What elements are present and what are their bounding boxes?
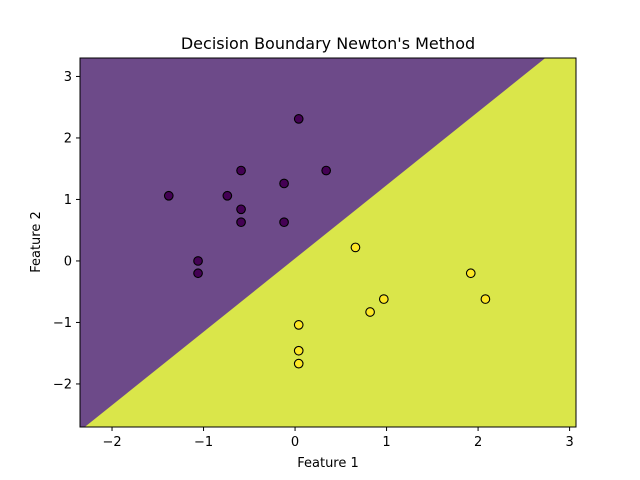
data-point-class-1: [293, 358, 304, 369]
data-point-class-1: [293, 345, 304, 356]
plot-area: [80, 58, 576, 427]
class-1-region: [84, 58, 576, 427]
data-point-class-1: [480, 294, 491, 304]
x-axis: −2 −1 0 1 2 3: [102, 427, 574, 450]
y-tick-label: 1: [64, 193, 72, 208]
y-tick-label: 2: [64, 131, 72, 146]
data-point-class-0: [163, 190, 174, 201]
data-point-class-0: [321, 165, 332, 176]
x-tick-label: −2: [102, 435, 121, 450]
data-point-class-0: [279, 178, 289, 189]
data-point-class-0: [293, 114, 304, 124]
y-tick-label: 3: [64, 70, 72, 85]
x-tick-label: 3: [565, 435, 573, 450]
y-tick-label: −2: [53, 377, 72, 392]
data-point-class-1: [365, 307, 375, 317]
data-point-class-0: [236, 217, 246, 228]
plot-frame: [79, 57, 577, 428]
y-axis: −2 −1 0 1 2 3: [53, 70, 80, 392]
data-point-class-0: [222, 190, 233, 201]
data-points: [163, 114, 491, 369]
x-tick-label: 2: [474, 435, 482, 450]
data-point-class-1: [465, 268, 476, 279]
data-point-class-1: [350, 242, 361, 253]
x-tick-label: 1: [382, 435, 390, 450]
x-tick-label: −1: [194, 435, 213, 450]
x-axis-label: Feature 1: [297, 456, 359, 471]
data-point-class-1: [293, 320, 304, 330]
x-tick-label: 0: [291, 435, 299, 450]
data-point-class-0: [236, 165, 246, 176]
y-tick-label: 0: [64, 254, 72, 269]
data-point-class-1: [378, 294, 389, 304]
data-point-class-0: [279, 217, 289, 228]
y-axis-label: Feature 2: [29, 211, 44, 273]
data-point-class-0: [236, 204, 246, 215]
chart-title: Decision Boundary Newton's Method: [181, 34, 475, 53]
data-point-class-0: [193, 256, 203, 266]
data-point-class-0: [193, 268, 203, 279]
y-tick-label: −1: [53, 316, 72, 331]
